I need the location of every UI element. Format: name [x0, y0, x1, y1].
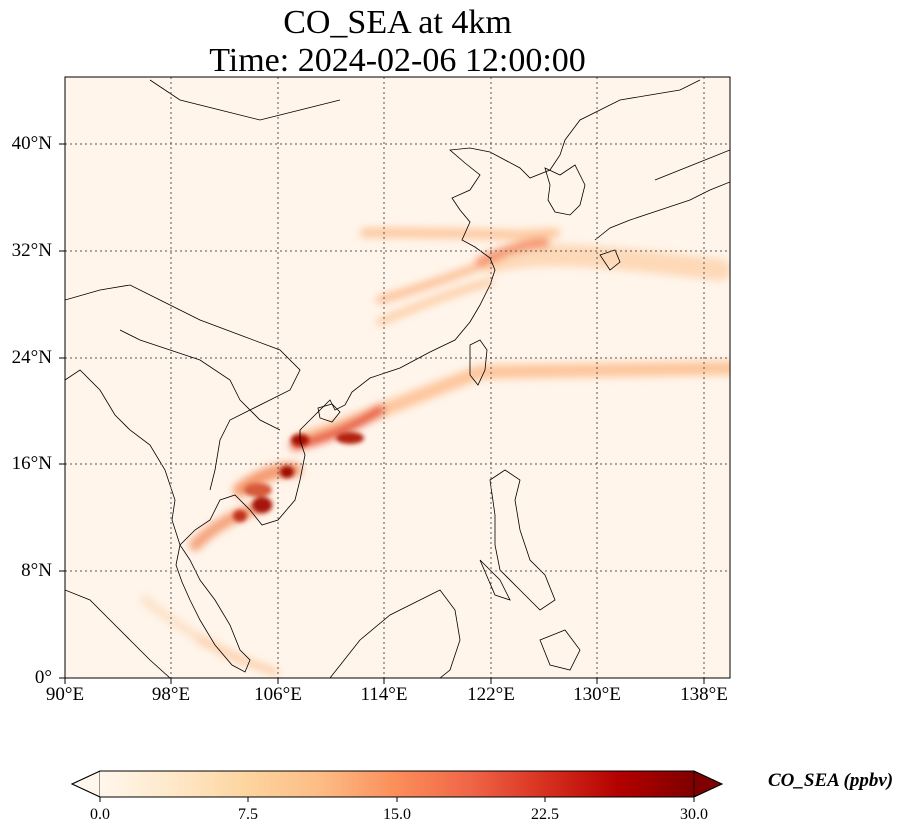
map-title-line-2: Time: 2024-02-06 12:00:00 [209, 42, 586, 79]
x-tick-marks [64, 678, 705, 684]
colorbar-extend-min [71, 770, 101, 798]
colorbar-tick-label: 22.5 [531, 806, 559, 823]
y-tick-marks [59, 143, 65, 679]
hotspot-gulf-tonkin [336, 432, 364, 444]
plume-korea-band [360, 227, 560, 241]
hotspot-thailand [244, 483, 272, 497]
map-title-line-1: CO_SEA at 4km [283, 4, 512, 41]
colorbar-extend-max [693, 770, 723, 798]
plume-japan-east [479, 244, 730, 281]
co-plumes [140, 227, 730, 676]
x-tick-label: 130°E [573, 684, 621, 705]
y-tick-label: 32°N [11, 240, 52, 261]
hotspot-laos [280, 466, 294, 478]
y-tick-label: 40°N [11, 133, 52, 154]
coast-sumatra [65, 589, 171, 678]
coast-borneo [329, 589, 461, 678]
x-tick-label: 98°E [151, 684, 191, 705]
colorbar-tick-label: 7.5 [238, 806, 258, 823]
colorbar-tick-label: 0.0 [90, 806, 110, 823]
colorbar-tick-label: 30.0 [680, 806, 708, 823]
coast-taiwan [469, 339, 488, 386]
map-frame [64, 76, 731, 679]
x-tick-label: 90°E [45, 684, 85, 705]
plume-shanghai-core [475, 238, 550, 267]
colorbar-tick-marks [99, 797, 695, 802]
y-tick-label: 0° [34, 667, 52, 688]
coastlines [65, 79, 730, 678]
map-plot [59, 76, 731, 684]
coast-hainan [317, 403, 341, 423]
coast-philippines [479, 469, 581, 671]
hotspot-cambodia-2 [233, 510, 247, 522]
plume-malay-2 [196, 636, 279, 676]
y-tick-label: 24°N [11, 347, 52, 368]
x-tick-label: 106°E [254, 684, 302, 705]
y-tick-label: 16°N [11, 453, 52, 474]
y-tick-label: 8°N [21, 560, 52, 581]
colorbar-tick-label: 15.0 [383, 806, 411, 823]
coast-japan [594, 149, 730, 271]
colorbar-label: CO_SEA (ppbv) [768, 770, 894, 791]
coast-mainland-asia [65, 79, 701, 673]
coast-korea [544, 164, 586, 216]
hotspot-cambodia-1 [252, 497, 272, 513]
colorbar-gradient [100, 771, 694, 797]
gridlines [65, 77, 730, 678]
country-borders [65, 79, 341, 491]
x-tick-label: 114°E [360, 684, 408, 705]
x-tick-label: 122°E [467, 684, 515, 705]
plume-east-china-2 [376, 278, 494, 326]
map-background [65, 77, 730, 678]
x-tick-label: 138°E [680, 684, 728, 705]
